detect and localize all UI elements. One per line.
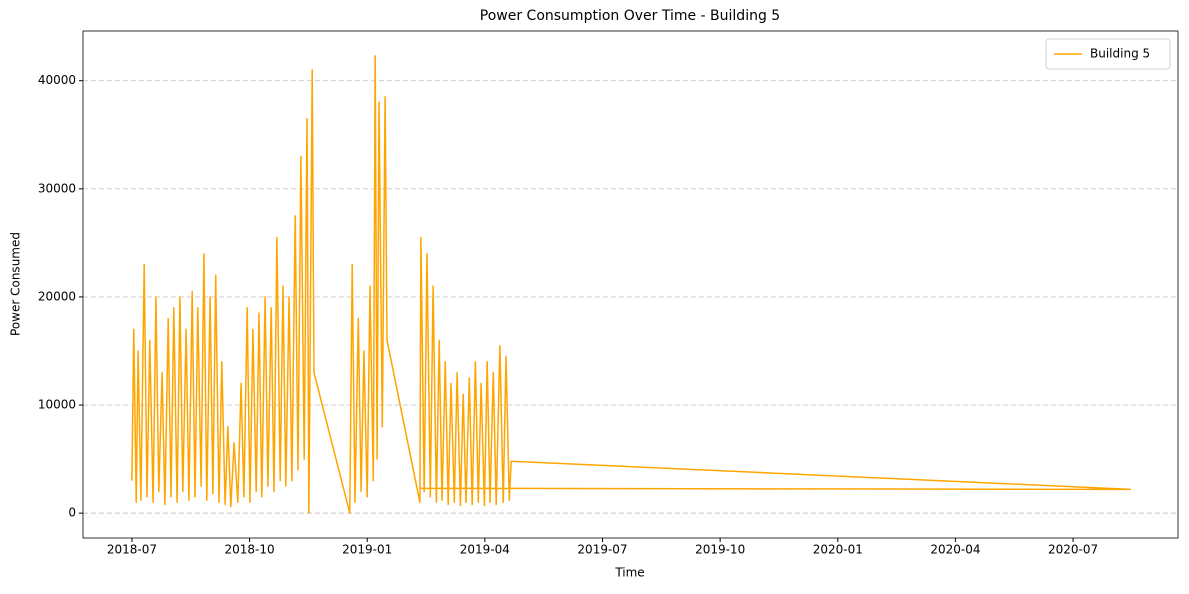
x-tick-label: 2020-04 [930, 543, 980, 557]
x-tick-label: 2018-10 [225, 543, 275, 557]
x-tick-label: 2018-07 [107, 543, 157, 557]
legend-label: Building 5 [1090, 47, 1150, 61]
y-tick-label: 20000 [38, 289, 76, 303]
y-tick-label: 0 [68, 506, 76, 520]
x-tick-label: 2019-04 [460, 543, 510, 557]
y-tick-label: 30000 [38, 181, 76, 195]
plot-frame [82, 30, 1179, 539]
data-line [131, 55, 1132, 514]
x-tick-label: 2019-01 [342, 543, 392, 557]
x-tick-label: 2019-07 [577, 543, 627, 557]
chart-title: Power Consumption Over Time - Building 5 [480, 8, 780, 24]
y-axis-label: Power Consumed [9, 232, 23, 336]
x-tick-label: 2019-10 [695, 543, 745, 557]
y-tick-label: 40000 [38, 73, 76, 87]
x-tick-label: 2020-01 [813, 543, 863, 557]
y-tick-label: 10000 [38, 398, 76, 412]
x-tick-label: 2020-07 [1048, 543, 1098, 557]
x-axis-label: Time [614, 566, 644, 580]
legend-box [1045, 38, 1171, 70]
